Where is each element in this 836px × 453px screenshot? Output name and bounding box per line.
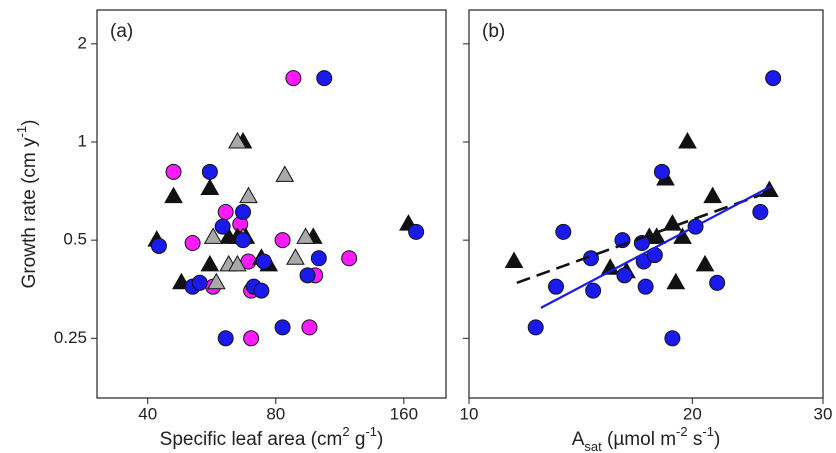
point <box>301 319 318 336</box>
point <box>765 70 782 87</box>
y-tick-label: 2 <box>78 33 87 52</box>
x-tick-label: 30 <box>814 404 833 423</box>
point <box>239 186 258 204</box>
point <box>285 70 302 87</box>
plot-frame <box>96 9 447 399</box>
point <box>299 267 316 284</box>
point <box>709 274 726 291</box>
point <box>616 267 633 284</box>
point <box>585 282 602 299</box>
point <box>504 251 524 269</box>
label-part: -1 <box>702 424 714 439</box>
point <box>200 178 220 196</box>
point <box>653 163 670 180</box>
label-part: g <box>350 429 366 450</box>
panel-label: (b) <box>482 21 505 42</box>
label-part: 2 <box>342 424 349 439</box>
label-part: (µmol m <box>602 429 676 450</box>
label-part: s <box>688 429 703 450</box>
label-part: ) <box>714 429 720 450</box>
point <box>275 165 295 182</box>
point <box>548 278 565 295</box>
label-part: ) <box>19 120 40 126</box>
point <box>316 70 333 87</box>
label-part: ) <box>377 429 383 450</box>
point <box>703 186 722 204</box>
label-part: -1 <box>365 424 377 439</box>
x-tick-label: 40 <box>138 404 157 423</box>
point <box>274 232 291 249</box>
label-part: -1 <box>14 126 29 138</box>
point <box>695 254 715 272</box>
point <box>214 218 231 235</box>
x-tick-label: 10 <box>460 404 479 423</box>
point <box>408 223 425 240</box>
point <box>664 330 681 347</box>
point <box>150 237 167 254</box>
point <box>164 186 183 204</box>
point <box>200 254 220 272</box>
point <box>217 330 234 347</box>
point <box>527 319 544 336</box>
point <box>235 232 252 249</box>
label-part: A <box>572 429 585 450</box>
x-axis-title: Specific leaf area (cm2 g-1) <box>160 424 384 450</box>
point <box>191 274 208 291</box>
point <box>600 258 620 275</box>
point <box>555 223 572 240</box>
point <box>310 250 327 267</box>
point <box>255 253 272 270</box>
point <box>752 203 769 220</box>
x-tick-label: 160 <box>390 404 418 423</box>
point <box>217 203 234 220</box>
point <box>165 163 182 180</box>
point <box>637 278 654 295</box>
point <box>274 319 291 336</box>
point <box>235 203 252 220</box>
point <box>286 248 305 265</box>
y-axis-title: Growth rate (cm y-1) <box>14 120 40 289</box>
point <box>207 272 226 290</box>
point <box>678 131 697 149</box>
panel-label: (a) <box>110 21 133 42</box>
point <box>341 250 358 267</box>
point <box>228 254 247 272</box>
x-tick-label: 20 <box>683 404 702 423</box>
point <box>201 163 218 180</box>
label-part: -2 <box>676 424 688 439</box>
plot-frame <box>468 9 824 399</box>
point <box>253 282 270 299</box>
point <box>296 227 315 244</box>
point <box>184 235 201 252</box>
x-tick-label: 80 <box>266 404 285 423</box>
y-tick-label: 1 <box>78 131 87 150</box>
y-tick-label: 0.25 <box>54 328 87 347</box>
fit-line <box>540 185 772 309</box>
label-part: Specific leaf area (cm <box>160 429 343 450</box>
x-axis-title: Asat (µmol m-2 s-1) <box>572 424 721 453</box>
label-part: Growth rate (cm y <box>19 137 40 288</box>
point <box>228 131 247 149</box>
point <box>647 227 666 244</box>
y-tick-label: 0.5 <box>63 230 87 249</box>
point <box>243 330 260 347</box>
point <box>203 227 223 244</box>
point <box>666 272 686 290</box>
label-part: sat <box>584 439 602 453</box>
fit-line <box>516 189 774 285</box>
